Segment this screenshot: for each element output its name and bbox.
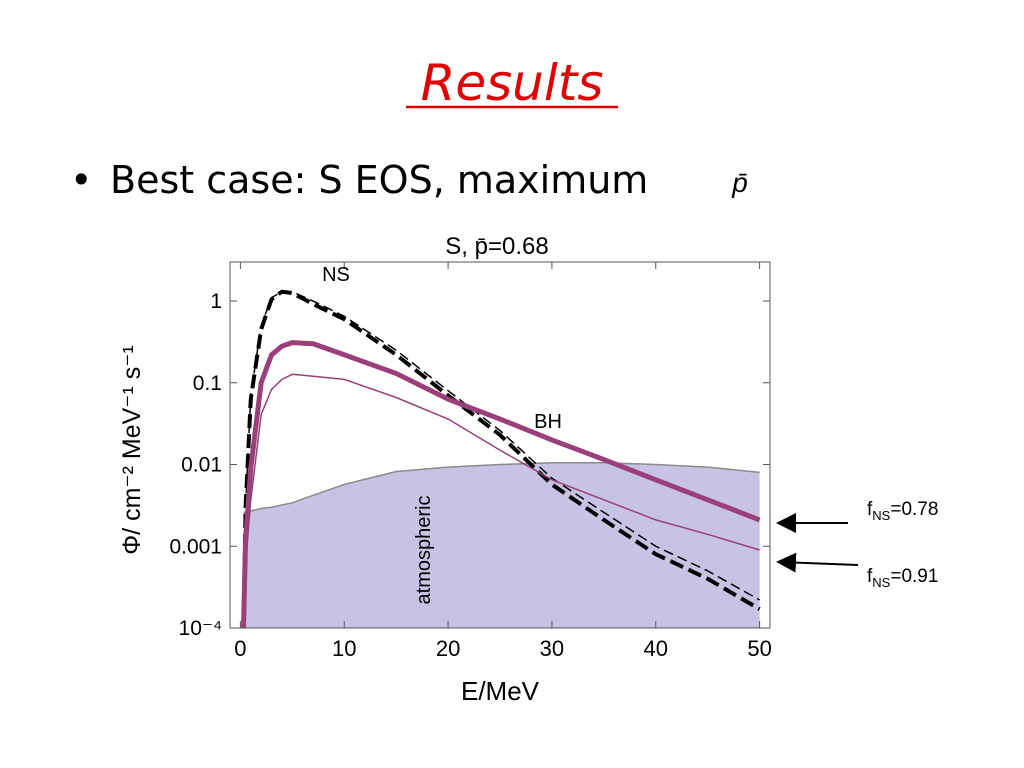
f-symbol: f <box>867 566 873 587</box>
x-tick-label: 40 <box>644 636 668 661</box>
y-tick-label: 1 <box>210 290 222 313</box>
y-tick-label: 10⁻⁴ <box>179 617 222 640</box>
bullet-marker: • <box>70 158 92 202</box>
y-axis-label: Φ/ cm⁻² MeV⁻¹ s⁻¹ <box>118 345 146 555</box>
area <box>243 462 760 628</box>
f-subscript: NS <box>872 575 890 590</box>
line <box>241 289 761 629</box>
f-symbol: f <box>867 499 873 520</box>
x-axis-label: E/MeV <box>461 676 540 706</box>
bullet-text: Best case: S EOS, maximum <box>110 158 648 202</box>
annotation: atmospheric <box>413 496 435 605</box>
x-tick-label: 20 <box>436 636 460 661</box>
f-subscript: NS <box>872 508 890 523</box>
y-tick-label: 0.001 <box>169 535 222 558</box>
f-value: =0.78 <box>890 499 938 520</box>
x-tick-label: 0 <box>234 636 246 661</box>
line <box>241 340 761 629</box>
f-value: =0.91 <box>890 566 938 587</box>
area-edge <box>243 462 760 514</box>
line <box>242 373 760 629</box>
slide-title: Results <box>421 54 604 112</box>
y-tick-label: 0.1 <box>193 372 222 395</box>
x-tick-label: 50 <box>747 636 771 661</box>
f-label: fNS=0.91 <box>867 566 938 590</box>
annotation: BH <box>534 411 562 433</box>
x-tick-label: 30 <box>540 636 564 661</box>
x-tick-label: 10 <box>332 636 356 661</box>
line <box>242 290 760 629</box>
y-tick-label: 0.01 <box>181 454 222 477</box>
plot-border <box>229 261 771 629</box>
chart-title: S, p̄=0.68 <box>445 233 548 260</box>
f-label: fNS=0.78 <box>867 499 938 523</box>
annotation: NS <box>322 264 350 286</box>
arrow <box>776 552 859 573</box>
bullet-symbol: p̄ <box>731 167 748 198</box>
